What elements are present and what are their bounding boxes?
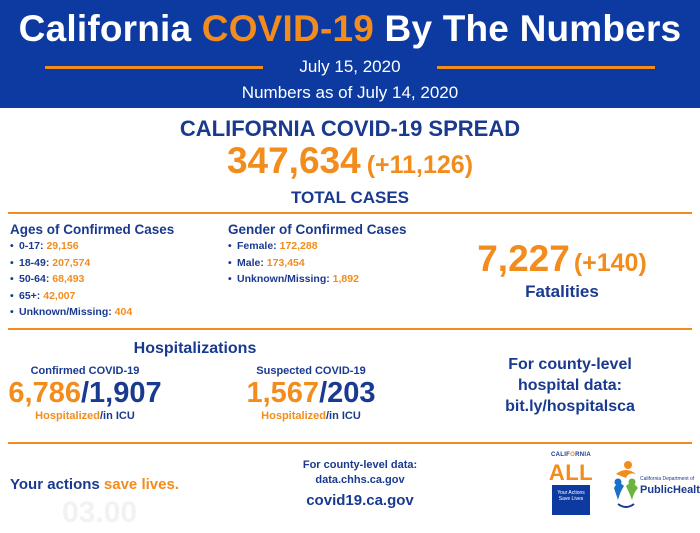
tagline-prefix: Your actions [10,476,104,493]
suspected-hospitalized-label: Hospitalized [261,410,326,422]
public-health-logo: California Department of PublicHealth [612,456,700,516]
age-value: 404 [114,306,133,318]
gender-value: 172,288 [279,240,318,252]
title-accent: COVID-19 [201,8,375,49]
age-label: 50-64: [19,273,50,285]
gender-value: 1,892 [332,273,359,285]
numbers-as-of: Numbers as of July 14, 2020 [241,83,459,102]
fatalities-figure: 7,227 (+140) [462,238,662,280]
caall-top-pre: CALIF [550,452,571,458]
confirmed-figure: 6,786/1,907 [8,377,162,409]
tagline: Your actions save lives. [10,476,179,493]
confirmed-icu-label: /in ICU [99,410,135,422]
confirmed-hospitalized-label: Hospitalized [35,410,100,422]
report-date: July 15, 2020 [299,57,401,76]
total-cases-figure: 347,634 (+11,126) [0,140,700,182]
age-label: 18-49: [19,256,50,269]
fatalities-label: Fatalities [525,282,599,301]
site-link[interactable]: covid19.ca.gov [306,492,414,509]
caall-main-text: ALL [548,460,594,485]
caall-top-post: RNIA [575,452,591,458]
fatalities-change: (+140) [573,249,647,277]
hospitalizations-title: Hospitalizations [133,340,257,357]
tagline-accent: save lives. [103,476,179,493]
gender-label: Unknown/Missing: [237,273,330,285]
faded-watermark-text: 03.00 [62,496,138,529]
confirmed-icu-value: 1,907 [89,377,162,409]
total-cases-value: 347,634 [226,140,361,181]
county-data-block: For county-level data: data.chhs.ca.gov [270,458,450,488]
suspected-hospitalized-value: 1,567 [246,377,320,409]
age-value: 29,156 [46,240,79,252]
section-divider [8,328,692,330]
confirmed-labels: Hospitalized/in ICU [10,410,160,422]
list-item: • Unknown/Missing: 404 [10,306,133,318]
suspected-labels: Hospitalized/in ICU [236,410,386,422]
total-cases-change: (+11,126) [366,151,474,179]
section-divider [8,442,692,444]
age-label: Unknown/Missing: [19,306,112,318]
suspected-icu-value: 203 [327,377,376,409]
fatalities-value: 7,227 [477,238,570,279]
spread-title: CALIFORNIA COVID-19 SPREAD [179,116,521,141]
confirmed-title: Confirmed COVID-19 [30,365,140,377]
list-item: • Female: 172,288 [228,240,318,252]
age-value: 207,574 [52,256,91,269]
age-value: 68,493 [52,273,85,285]
county-hospital-line1: For county-level [508,356,632,373]
gender-title: Gender of Confirmed Cases [228,222,407,237]
confirmed-hospitalized-value: 6,786 [8,377,81,409]
county-hospital-info: For county-level hospital data: bit.ly/h… [475,354,665,417]
california-for-all-logo: CALIFORNIA ALL Your Actions Save Lives [544,452,598,516]
cdph-small-text: California Department of [640,476,695,482]
header-banner: California COVID-19 By The Numbers July … [0,0,700,108]
public-health-emblem-icon [614,461,638,508]
list-item: • 50-64: 68,493 [10,273,85,285]
gender-list: • Female: 172,288 • Male: 173,454 • Unknown… [228,240,359,290]
list-item: • 18-49: 207,574 [10,256,91,269]
header-divider-left [45,66,263,69]
header-divider-right [437,66,655,69]
county-hospital-link[interactable]: bit.ly/hospitalsca [505,398,635,415]
list-item: • Male: 173,454 [228,256,305,269]
county-data-label: For county-level data: [302,459,418,471]
list-item: • 0-17: 29,156 [10,240,79,252]
title-suffix: By The Numbers [374,8,682,49]
county-data-link[interactable]: data.chhs.ca.gov [315,474,405,486]
page-title: California COVID-19 By The Numbers [0,8,700,50]
list-item: • 65+: 42,007 [10,289,76,302]
section-divider [8,212,692,214]
suspected-icu-label: /in ICU [325,410,361,422]
age-label: 65+: [19,289,41,302]
caall-box: Your Actions Save Lives [552,485,590,515]
caall-box-line1: Your Actions [557,490,585,496]
gender-label: Female: [237,240,277,252]
ages-title: Ages of Confirmed Cases [10,222,175,237]
suspected-figure: 1,567/203 [246,377,376,409]
cdph-name: PublicHealth [640,484,700,496]
gender-label: Male: [237,256,264,269]
age-label: 0-17: [19,240,44,252]
caall-top-accent: O [570,452,576,458]
total-cases-label: TOTAL CASES [290,188,410,207]
age-value: 42,007 [43,289,76,302]
ages-list: • 0-17: 29,156 • 18-49: 207,574 • 50-64: 68… [10,240,132,323]
caall-top-text: CALIFORNIA [544,452,598,458]
title-prefix: California [18,8,202,49]
suspected-title: Suspected COVID-19 [256,365,366,377]
list-item: • Unknown/Missing: 1,892 [228,273,359,285]
caall-box-line2: Save Lives [558,496,584,502]
county-hospital-line2: hospital data: [517,377,622,394]
gender-value: 173,454 [266,256,305,269]
